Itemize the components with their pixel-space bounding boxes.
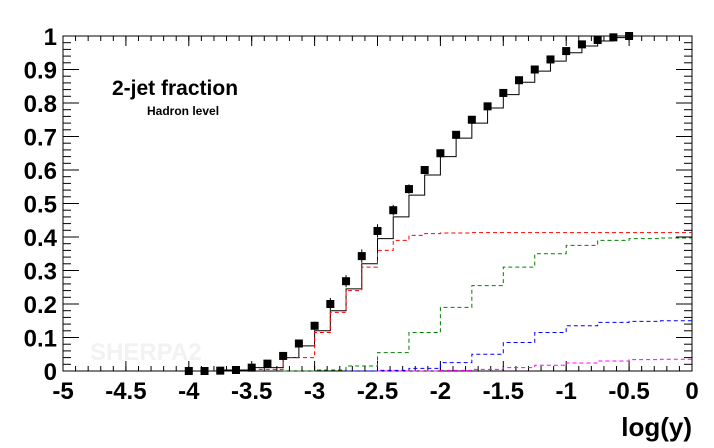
data-point bbox=[499, 88, 508, 97]
y-tick-label: 0.3 bbox=[24, 259, 57, 286]
data-point bbox=[310, 321, 319, 330]
y-tick-label: 0 bbox=[44, 359, 57, 386]
data-point bbox=[342, 277, 351, 286]
data-point bbox=[373, 226, 382, 235]
x-tick-label: -0.5 bbox=[608, 378, 649, 405]
data-point bbox=[200, 367, 209, 375]
data-point bbox=[467, 115, 476, 124]
annotation-subtitle: Hadron level bbox=[147, 104, 219, 118]
data-point bbox=[263, 359, 272, 368]
y-tick-label: 0.2 bbox=[24, 292, 57, 319]
x-tick-label: -5 bbox=[52, 378, 73, 405]
series-layer bbox=[188, 36, 692, 372]
data-point bbox=[546, 55, 555, 64]
data-point bbox=[184, 367, 193, 375]
data-point bbox=[404, 185, 413, 194]
data-point bbox=[247, 363, 256, 372]
y-tick-label: 0.4 bbox=[24, 225, 58, 252]
data-point bbox=[577, 40, 586, 49]
data-point bbox=[436, 149, 445, 158]
x-tick-label: -3 bbox=[304, 378, 325, 405]
series-line-3 bbox=[283, 237, 692, 372]
x-axis-title: log(y) bbox=[621, 412, 692, 442]
data-point bbox=[389, 206, 398, 215]
data-point bbox=[562, 47, 571, 56]
series-line-1 bbox=[188, 36, 630, 372]
data-point bbox=[483, 102, 492, 111]
series-line-5 bbox=[377, 358, 692, 372]
data-point bbox=[420, 166, 429, 174]
y-tick-label: 0.1 bbox=[24, 326, 57, 353]
series-line-4 bbox=[346, 320, 692, 372]
watermark-text: SHERPA2 bbox=[90, 339, 202, 366]
x-tick-label: -4 bbox=[178, 378, 200, 405]
data-point bbox=[530, 65, 539, 74]
data-point bbox=[625, 32, 634, 40]
data-point bbox=[216, 366, 225, 375]
data-point bbox=[609, 33, 618, 42]
data-point bbox=[294, 339, 303, 348]
y-tick-label: 0.7 bbox=[24, 125, 57, 152]
x-tick-label: -2 bbox=[430, 378, 451, 405]
x-tick-label: -1.5 bbox=[483, 378, 524, 405]
data-point bbox=[357, 252, 366, 261]
y-tick-label: 1 bbox=[44, 24, 57, 51]
data-point bbox=[279, 351, 288, 360]
y-tick-label: 0.9 bbox=[24, 58, 57, 85]
data-points-layer bbox=[184, 32, 634, 375]
y-tick-label: 0.6 bbox=[24, 158, 57, 185]
y-tick-label: 0.5 bbox=[24, 192, 57, 219]
data-point bbox=[593, 36, 602, 45]
x-tick-label: 0 bbox=[685, 378, 698, 405]
series-line-2 bbox=[251, 232, 692, 370]
data-point bbox=[326, 300, 335, 308]
x-tick-label: -1 bbox=[556, 378, 577, 405]
x-tick-label: -4.5 bbox=[105, 378, 146, 405]
data-point bbox=[231, 365, 240, 374]
data-point bbox=[452, 130, 461, 139]
data-point bbox=[515, 76, 524, 85]
y-tick-label: 0.8 bbox=[24, 91, 57, 118]
x-tick-label: -2.5 bbox=[357, 378, 398, 405]
annotation-title: 2-jet fraction bbox=[112, 77, 238, 100]
x-tick-label: -3.5 bbox=[231, 378, 272, 405]
